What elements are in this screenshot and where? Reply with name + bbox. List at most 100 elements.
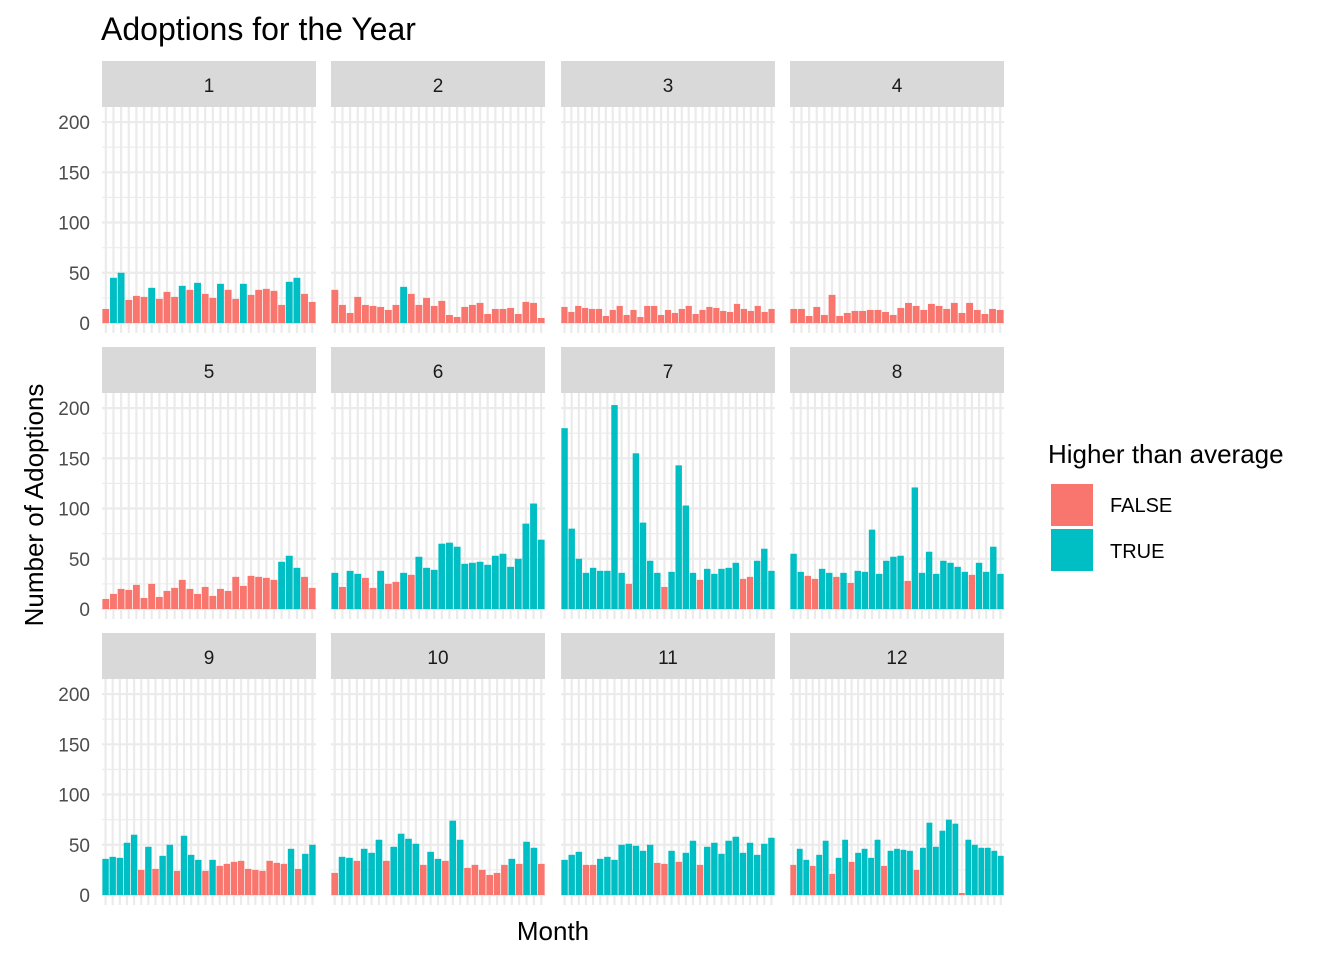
bar (145, 846, 152, 895)
bar (761, 311, 768, 323)
bar (561, 306, 568, 323)
bar (604, 570, 611, 609)
bar (109, 856, 116, 895)
bar (958, 892, 965, 895)
bar (835, 857, 842, 895)
bar (704, 568, 711, 609)
bar (102, 308, 110, 323)
bar (239, 283, 247, 323)
bar (644, 305, 651, 323)
bar (247, 294, 255, 323)
bars (790, 487, 1004, 609)
bar (232, 576, 240, 609)
bars (102, 272, 316, 323)
bar (661, 863, 668, 895)
bar (632, 453, 640, 609)
bar (453, 316, 461, 323)
bar (415, 304, 423, 323)
y-tick-label: 100 (58, 786, 90, 807)
bar (625, 583, 632, 609)
bar (223, 863, 231, 895)
bar (186, 588, 194, 609)
bar (618, 572, 625, 609)
bar (178, 579, 186, 609)
bar (907, 850, 913, 895)
bar (943, 308, 951, 323)
bar (664, 309, 672, 323)
bar (639, 850, 647, 895)
bar (982, 571, 990, 609)
bar (997, 573, 1004, 609)
bar (790, 308, 798, 323)
bar (377, 306, 385, 323)
bar (194, 282, 201, 323)
bar (405, 838, 412, 895)
bar (354, 573, 362, 609)
y-tick-label: 100 (58, 500, 90, 521)
bar (266, 860, 273, 895)
y-tick-label: 50 (69, 550, 90, 571)
bar (201, 586, 209, 609)
bar (747, 310, 754, 323)
bar (308, 587, 316, 609)
bar (768, 308, 775, 323)
bar (711, 573, 718, 609)
bar (761, 548, 768, 609)
bar (446, 542, 453, 609)
bars (331, 286, 545, 323)
bar (920, 847, 926, 895)
bar (125, 299, 133, 323)
bar (568, 528, 575, 609)
facet-strip-label: 6 (433, 362, 444, 383)
bar (407, 293, 415, 323)
bar (110, 593, 117, 609)
chart-title: Adoptions for the Year (101, 11, 416, 47)
bar (461, 306, 469, 323)
bar (561, 859, 568, 895)
facet-strip-label: 7 (663, 362, 674, 383)
bar (102, 598, 110, 609)
bar (848, 861, 855, 895)
bar (442, 860, 449, 895)
bar (293, 277, 301, 323)
y-tick-label: 150 (58, 735, 90, 756)
bar (630, 309, 637, 323)
bar (939, 830, 946, 895)
bar (515, 863, 523, 895)
bar (836, 315, 844, 323)
bar (255, 576, 263, 609)
bar (309, 844, 316, 895)
bar (308, 301, 316, 323)
legend-title: Higher than average (1048, 439, 1284, 469)
facet-strip (561, 61, 775, 107)
bar (654, 862, 661, 895)
bar (954, 566, 961, 609)
bar (464, 867, 471, 895)
facet-strip (102, 61, 316, 107)
bar (110, 277, 117, 323)
bar (905, 302, 912, 323)
bar (973, 309, 981, 323)
bar (978, 847, 985, 895)
y-tick-label: 200 (58, 113, 90, 134)
bar (868, 857, 874, 895)
bar (369, 305, 377, 323)
bar (913, 869, 920, 895)
facet-strip-label: 3 (663, 76, 674, 97)
bar (407, 574, 415, 609)
bar (523, 841, 530, 895)
bar (270, 290, 278, 323)
bar (685, 305, 692, 323)
bar (689, 572, 697, 609)
facet-panel-8: 8 (790, 347, 1004, 619)
bar (384, 309, 392, 323)
bars (331, 820, 545, 895)
bar (117, 588, 125, 609)
bar (484, 564, 492, 609)
facet-panel-1: 1 0 50 100 150 200 (58, 61, 316, 335)
bar (682, 505, 690, 609)
facet-panel-9: 9 0 50 100 150 200 (58, 633, 316, 907)
